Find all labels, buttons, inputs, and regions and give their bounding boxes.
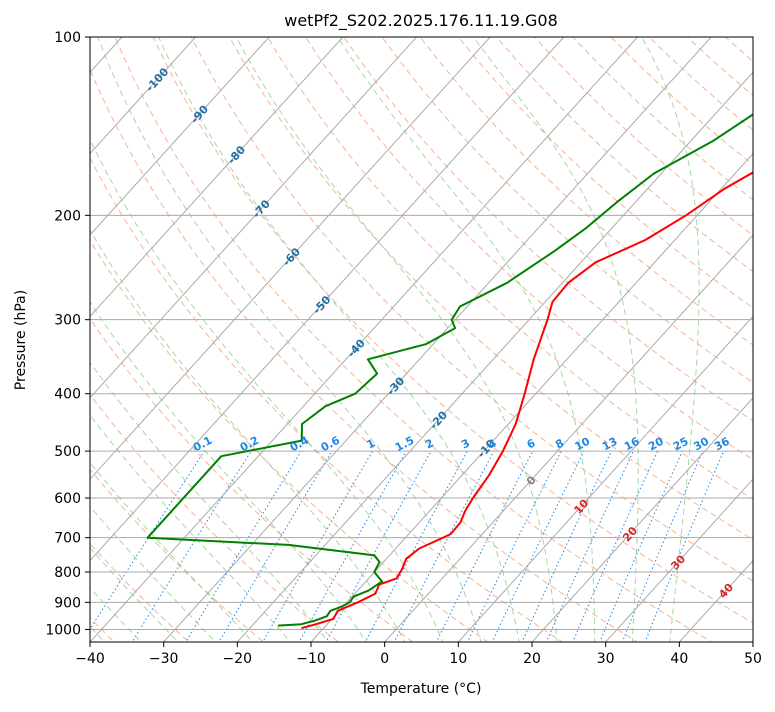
y-tick-label: 900 <box>54 595 81 611</box>
x-tick-label: −30 <box>149 651 179 667</box>
y-axis-title: Pressure (hPa) <box>13 290 29 390</box>
y-tick-label: 500 <box>54 444 81 460</box>
x-tick-label: 20 <box>523 651 541 667</box>
y-tick-label: 200 <box>54 208 81 224</box>
x-tick-label: −10 <box>296 651 326 667</box>
x-axis-title: Temperature (°C) <box>360 681 482 697</box>
x-tick-label: 10 <box>449 651 467 667</box>
chart-title: wetPf2_S202.2025.176.11.19.G08 <box>284 11 558 31</box>
x-tick-label: 50 <box>744 651 762 667</box>
x-tick-label: −40 <box>75 651 105 667</box>
x-tick-label: 30 <box>597 651 615 667</box>
y-tick-label: 400 <box>54 387 81 403</box>
y-tick-label: 100 <box>54 30 81 46</box>
x-tick-label: −20 <box>223 651 253 667</box>
x-tick-label: 0 <box>380 651 389 667</box>
x-tick-label: 40 <box>670 651 688 667</box>
y-tick-label: 800 <box>54 565 81 581</box>
y-tick-label: 600 <box>54 491 81 507</box>
y-tick-label: 1000 <box>45 622 81 638</box>
y-tick-label: 300 <box>54 313 81 329</box>
y-tick-label: 700 <box>54 531 81 547</box>
